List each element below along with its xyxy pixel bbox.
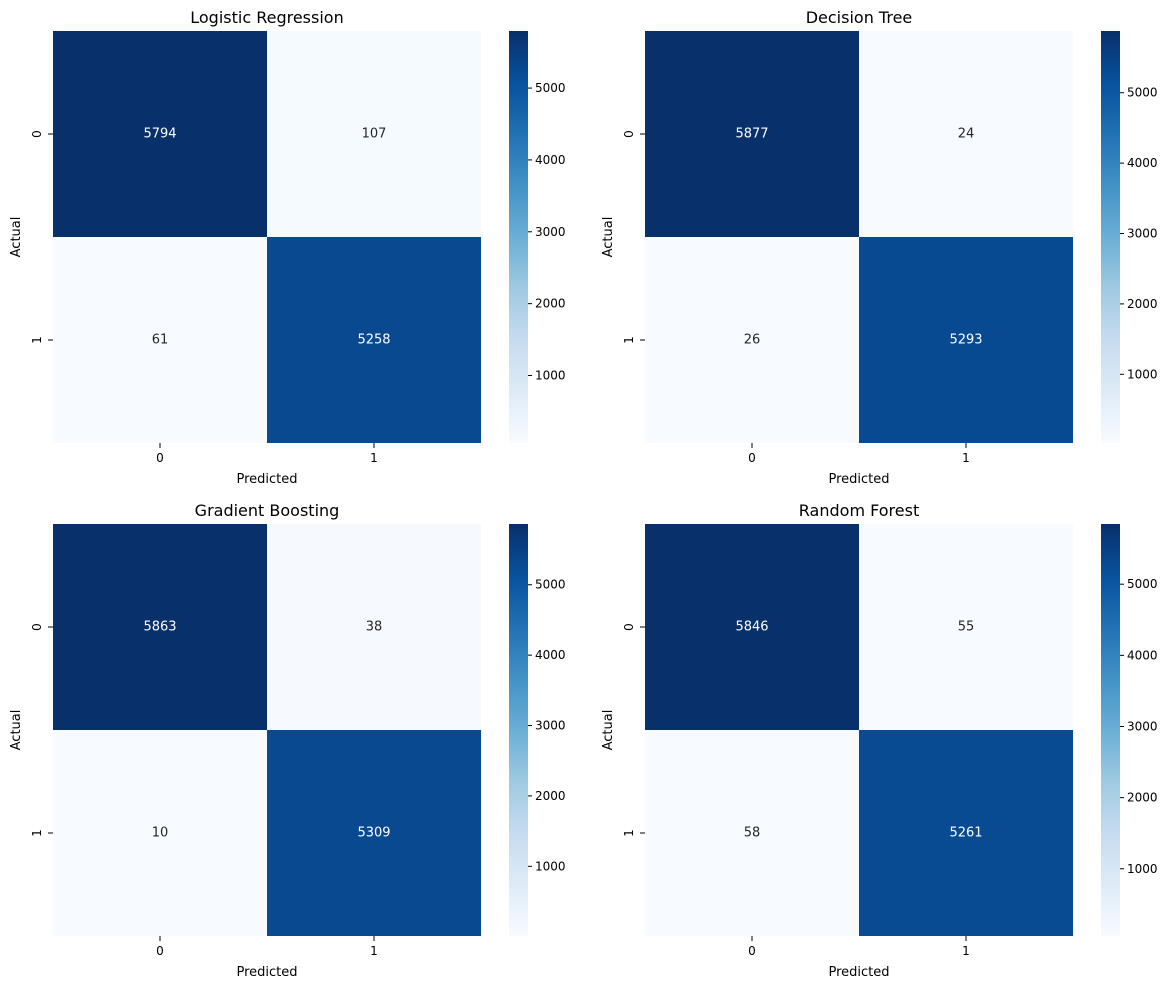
y-tick-label: 0 [30, 130, 44, 138]
cell-value-label: 5309 [357, 826, 390, 841]
heatmap-cell [645, 730, 859, 936]
confusion-matrix-panel: 5846 55 58 5261 Random Forest 0 1 0 1 Predicted Ac… [601, 501, 1158, 980]
cell-value-label: 61 [152, 333, 169, 348]
confusion-matrix-panel: 5877 24 26 5293 Decision Tree 0 1 0 1 Predicted Ac… [601, 8, 1158, 487]
y-axis-label: Actual [601, 217, 616, 258]
colorbar-tick-label: 4000 [535, 648, 566, 662]
heatmap-cell [859, 524, 1073, 730]
x-tick-label: 0 [748, 944, 756, 958]
colorbar-tick-label: 3000 [1127, 227, 1158, 241]
cell-value-label: 5877 [735, 127, 768, 142]
colorbar-tick-label: 2000 [1127, 297, 1158, 311]
heatmap-cell [859, 730, 1073, 936]
colorbar-tick-label: 5000 [535, 578, 566, 592]
y-axis-label: Actual [9, 217, 24, 258]
cell-value-label: 26 [744, 333, 761, 348]
x-tick-label: 0 [748, 451, 756, 465]
colorbar [1101, 524, 1120, 936]
colorbar-tick-label: 2000 [535, 297, 566, 311]
chart-title: Decision Tree [806, 8, 913, 27]
y-tick-label: 1 [622, 336, 636, 344]
x-tick-label: 1 [962, 944, 970, 958]
colorbar-tick-label: 1000 [535, 369, 566, 383]
chart-title: Logistic Regression [190, 8, 343, 27]
cell-value-label: 5258 [357, 333, 390, 348]
cell-value-label: 5261 [949, 826, 982, 841]
colorbar-tick-label: 4000 [1127, 648, 1158, 662]
colorbar [509, 31, 528, 443]
x-axis-label: Predicted [236, 472, 297, 487]
cell-value-label: 5293 [949, 333, 982, 348]
colorbar-tick-label: 3000 [535, 225, 566, 239]
y-tick-label: 0 [30, 623, 44, 631]
heatmap-cell [859, 237, 1073, 443]
heatmap-cell [267, 730, 481, 936]
colorbar-tick-label: 5000 [535, 81, 566, 95]
cell-value-label: 10 [152, 826, 169, 841]
colorbar-tick-label: 4000 [535, 153, 566, 167]
y-axis-label: Actual [601, 710, 616, 751]
heatmap-cell [53, 524, 267, 730]
heatmap-cell [645, 31, 859, 237]
colorbar-tick-label: 2000 [1127, 791, 1158, 805]
heatmap-cell [645, 237, 859, 443]
x-tick-label: 1 [370, 451, 378, 465]
colorbar [509, 524, 528, 936]
y-tick-label: 0 [622, 623, 636, 631]
x-axis-label: Predicted [236, 965, 297, 980]
heatmap-cell [859, 31, 1073, 237]
colorbar-tick-label: 1000 [535, 859, 566, 873]
y-tick-label: 1 [30, 829, 44, 837]
cell-value-label: 5846 [735, 620, 768, 635]
colorbar-tick-label: 3000 [535, 719, 566, 733]
chart-title: Random Forest [799, 501, 919, 520]
chart-title: Gradient Boosting [195, 501, 340, 520]
x-tick-label: 0 [156, 944, 164, 958]
colorbar-tick-label: 3000 [1127, 719, 1158, 733]
colorbar-tick-label: 1000 [1127, 367, 1158, 381]
x-tick-label: 1 [370, 944, 378, 958]
x-axis-label: Predicted [828, 472, 889, 487]
x-axis-label: Predicted [828, 965, 889, 980]
cell-value-label: 5863 [143, 620, 176, 635]
y-tick-label: 1 [622, 829, 636, 837]
cell-value-label: 38 [366, 620, 383, 635]
heatmap-cell [267, 524, 481, 730]
colorbar-tick-label: 1000 [1127, 862, 1158, 876]
x-tick-label: 1 [962, 451, 970, 465]
y-tick-label: 1 [30, 336, 44, 344]
x-tick-label: 0 [156, 451, 164, 465]
colorbar-tick-label: 4000 [1127, 156, 1158, 170]
y-tick-label: 0 [622, 130, 636, 138]
heatmap-cell [267, 31, 481, 237]
cell-value-label: 24 [958, 127, 975, 142]
cell-value-label: 5794 [143, 127, 176, 142]
y-axis-label: Actual [9, 710, 24, 751]
confusion-matrix-panel: 5794 107 61 5258 Logistic Regression 0 1 0 1 Pred… [9, 8, 566, 487]
heatmap-cell [53, 31, 267, 237]
cell-value-label: 107 [362, 127, 387, 142]
heatmap-cell [267, 237, 481, 443]
heatmap-cell [645, 524, 859, 730]
heatmap-cell [53, 237, 267, 443]
colorbar [1101, 31, 1120, 443]
heatmap-cell [53, 730, 267, 936]
colorbar-tick-label: 5000 [1127, 86, 1158, 100]
colorbar-tick-label: 2000 [535, 789, 566, 803]
cell-value-label: 55 [958, 620, 975, 635]
colorbar-tick-label: 5000 [1127, 577, 1158, 591]
cell-value-label: 58 [744, 826, 761, 841]
